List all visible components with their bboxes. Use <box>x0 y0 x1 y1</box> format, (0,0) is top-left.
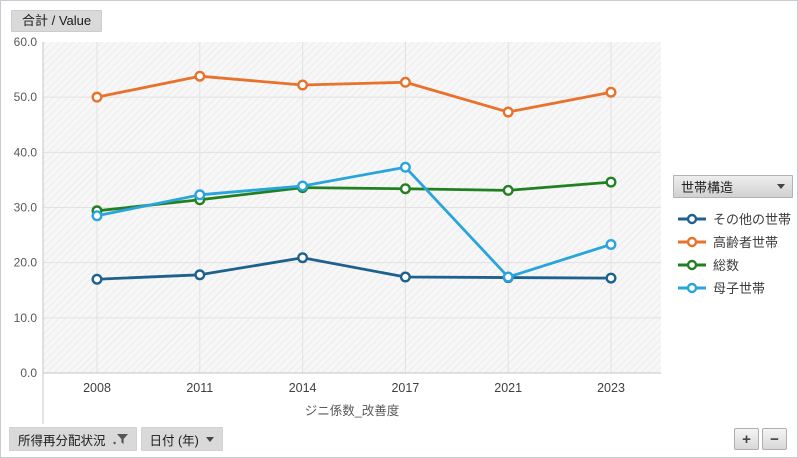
data-point[interactable] <box>399 271 411 283</box>
legend-title: 世帯構造 <box>681 180 734 195</box>
data-point[interactable] <box>502 106 514 118</box>
x-tick-label: 2023 <box>597 381 625 395</box>
x-tick-label: 2021 <box>494 381 522 395</box>
legend-line-swatch <box>678 282 706 293</box>
chevron-down-icon <box>205 436 214 442</box>
y-tick-label: 20.0 <box>14 256 38 270</box>
series-line <box>95 165 613 279</box>
dimension-filter-label: 所得再分配状況 <box>18 433 106 448</box>
data-point[interactable] <box>605 238 617 250</box>
legend-item-total[interactable]: 総数 <box>673 253 795 276</box>
legend-item-single-mother-households[interactable]: 母子世帯 <box>673 276 795 299</box>
legend-series-dropdown[interactable]: 世帯構造 <box>673 175 793 198</box>
y-tick-label: 60.0 <box>14 35 38 49</box>
legend: 世帯構造 その他の世帯 高齢者世帯 <box>673 175 795 299</box>
data-point[interactable] <box>194 189 206 201</box>
data-point[interactable] <box>605 86 617 98</box>
legend-line-swatch <box>678 259 706 270</box>
data-point[interactable] <box>605 176 617 188</box>
date-dimension-button[interactable]: 日付 (年) <box>140 427 223 451</box>
date-dimension-label: 日付 (年) <box>149 433 199 448</box>
legend-item-elderly-households[interactable]: 高齢者世帯 <box>673 230 795 253</box>
zoom-in-button[interactable]: + <box>734 428 759 450</box>
chevron-down-icon <box>777 184 785 189</box>
dimension-filter-button[interactable]: 所得再分配状況 <box>9 427 137 451</box>
data-point[interactable] <box>91 91 103 103</box>
x-tick-label: 2008 <box>83 381 111 395</box>
y-tick-label: 50.0 <box>14 90 38 104</box>
zoom-controls: + − <box>734 428 787 450</box>
x-tick-label: 2017 <box>391 381 419 395</box>
series-line <box>95 256 613 281</box>
line-chart: 0.0 10.0 20.0 30.0 40.0 50.0 60.0 2008 2011 2014 2… <box>14 35 661 424</box>
data-point[interactable] <box>91 210 103 222</box>
legend-item-label: 母子世帯 <box>713 281 766 296</box>
y-tick-label: 10.0 <box>14 311 38 325</box>
data-point[interactable] <box>502 271 514 283</box>
legend-item-label: 総数 <box>713 258 740 273</box>
data-point[interactable] <box>297 180 309 192</box>
zoom-out-button[interactable]: − <box>762 428 787 450</box>
data-point[interactable] <box>399 161 411 173</box>
value-aggregation-button[interactable]: 合計 / Value <box>11 10 103 32</box>
series-line <box>95 180 613 213</box>
data-point[interactable] <box>297 79 309 91</box>
y-tick-label: 0.0 <box>20 366 37 380</box>
legend-item-label: その他の世帯 <box>713 212 792 227</box>
data-point[interactable] <box>194 70 206 82</box>
x-axis-title: ジニ係数_改善度 <box>305 403 400 418</box>
series-line <box>95 74 613 114</box>
legend-item-label: 高齢者世帯 <box>713 235 779 250</box>
y-tick-label: 30.0 <box>14 201 38 215</box>
data-point[interactable] <box>605 272 617 284</box>
data-point[interactable] <box>399 76 411 88</box>
data-point[interactable] <box>502 184 514 196</box>
filter-icon <box>112 434 128 445</box>
pivot-toolbar: 所得再分配状況 日付 (年) <box>9 427 223 451</box>
legend-line-swatch <box>678 236 706 247</box>
x-tick-label: 2011 <box>186 381 213 395</box>
y-tick-label: 40.0 <box>14 145 38 159</box>
x-tick-label: 2014 <box>289 381 317 395</box>
data-point[interactable] <box>399 183 411 195</box>
data-point[interactable] <box>91 273 103 285</box>
data-point[interactable] <box>297 252 309 264</box>
legend-line-swatch <box>678 213 706 224</box>
data-point[interactable] <box>194 269 206 281</box>
legend-items: その他の世帯 高齢者世帯 総数 <box>673 207 795 299</box>
legend-item-other-households[interactable]: その他の世帯 <box>673 207 795 230</box>
